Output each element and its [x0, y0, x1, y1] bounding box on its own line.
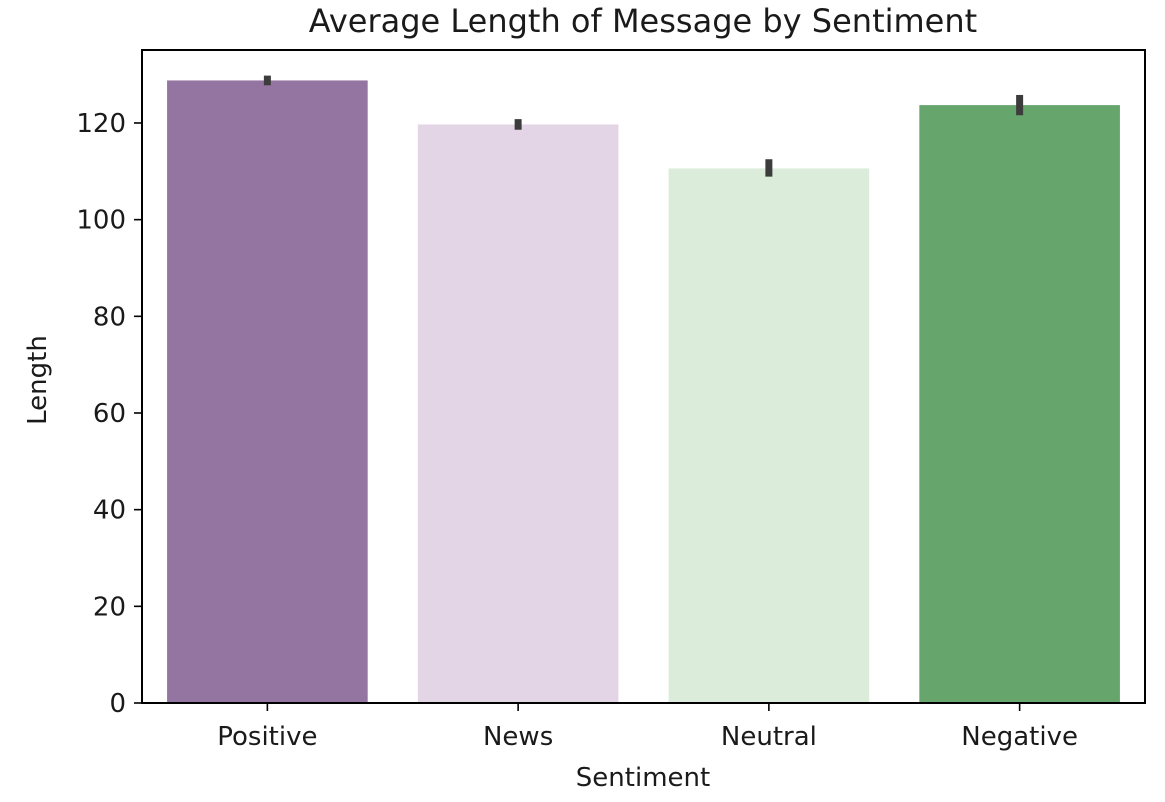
x-axis-label: Sentiment	[576, 763, 710, 793]
bar-neutral	[668, 168, 870, 704]
bar-positive	[167, 80, 368, 703]
y-tick-label: 100	[76, 206, 126, 236]
y-tick-label: 40	[93, 496, 126, 526]
x-tick-label-neutral: Neutral	[721, 722, 817, 752]
bars-layer	[167, 80, 1120, 704]
y-tick-label: 0	[109, 689, 126, 719]
y-tick-label: 120	[76, 109, 126, 139]
bar-news	[417, 124, 619, 703]
plot-frame	[141, 49, 1146, 704]
y-tick-label: 60	[93, 399, 126, 429]
x-tick-label-news: News	[483, 722, 553, 752]
error-bars-layer	[263, 75, 1024, 177]
bar-negative	[919, 105, 1120, 703]
x-axis-ticks: Positive News Neutral Negative	[217, 703, 1078, 752]
x-tick-label-positive: Positive	[217, 722, 317, 752]
y-tick-label: 80	[93, 302, 126, 332]
y-axis-label: Length	[23, 335, 53, 425]
chart-title: Average Length of Message by Sentiment	[309, 2, 977, 40]
y-axis-ticks: 0 20 40 60 80 100 120	[76, 109, 142, 719]
y-tick-label: 20	[93, 592, 126, 622]
x-tick-label-negative: Negative	[961, 722, 1078, 752]
